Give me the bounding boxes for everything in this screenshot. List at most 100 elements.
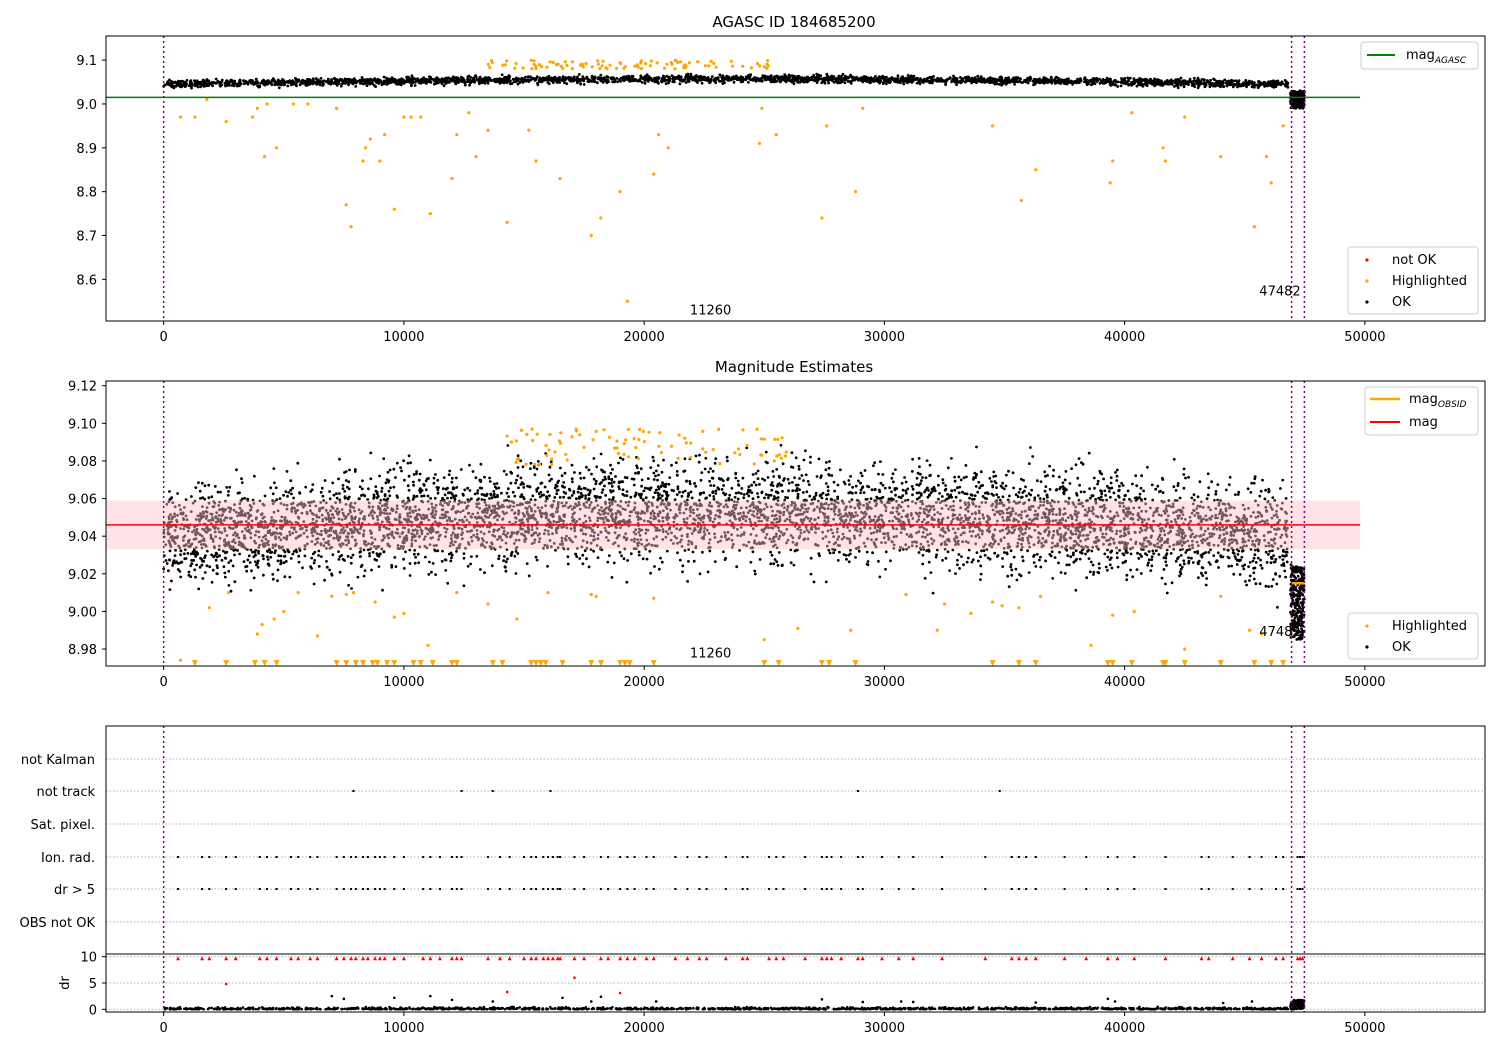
ok-point <box>220 83 224 87</box>
highlighted-point <box>589 233 593 238</box>
ok-point <box>466 564 470 568</box>
highlighted-point <box>714 65 718 69</box>
legend-label-not-ok: not OK <box>1392 253 1437 268</box>
ok-point <box>478 76 482 80</box>
ok-point <box>685 73 688 77</box>
ok-point <box>1119 80 1123 84</box>
highlighted-point <box>1281 124 1285 128</box>
ok-point <box>287 491 291 494</box>
ok-point <box>696 79 699 83</box>
ok-point <box>584 497 587 500</box>
ok-point <box>1067 563 1071 567</box>
ok-point <box>303 554 307 558</box>
ok-point <box>581 562 585 566</box>
ok-point <box>769 562 773 566</box>
ok-point <box>524 78 527 82</box>
ok-point <box>1243 82 1247 86</box>
ok-point <box>582 83 586 86</box>
highlighted-point <box>486 128 490 132</box>
ok-point <box>1085 83 1089 86</box>
ok-point <box>1089 83 1093 87</box>
ok-point <box>526 75 530 79</box>
ok-point <box>289 81 292 85</box>
highlighted-point <box>455 133 459 137</box>
ok-point <box>389 80 393 84</box>
highlighted-point <box>561 66 565 70</box>
ok-point <box>956 79 959 83</box>
ok-point <box>233 82 237 85</box>
ok-point <box>1102 477 1105 481</box>
ok-point <box>961 490 964 494</box>
ok-point <box>992 77 996 81</box>
ok-point <box>296 461 300 465</box>
ok-point <box>1301 93 1305 97</box>
ok-point <box>750 483 753 487</box>
ok-point <box>1276 80 1280 84</box>
ok-point <box>249 79 253 83</box>
ok-point <box>497 79 501 83</box>
ok-point <box>830 74 834 78</box>
highlighted-point <box>532 59 536 63</box>
ok-point <box>1017 491 1021 494</box>
ok-point <box>643 78 647 82</box>
ok-point <box>1176 78 1180 81</box>
ok-point <box>865 550 869 554</box>
ok-point <box>1149 80 1153 84</box>
ok-point <box>765 78 768 82</box>
ok-point <box>784 76 788 80</box>
ok-point <box>270 82 273 86</box>
ok-point <box>316 80 320 83</box>
ok-point <box>689 490 693 494</box>
ok-point <box>599 76 603 80</box>
ok-point <box>1223 78 1227 82</box>
highlighted-point <box>530 67 534 71</box>
ok-point <box>246 82 250 86</box>
highlighted-point <box>599 216 603 220</box>
ok-point <box>201 78 205 82</box>
ok-point <box>347 83 350 87</box>
ok-point <box>331 481 335 485</box>
ok-point <box>227 561 231 564</box>
ok-point <box>896 77 900 80</box>
ok-point <box>1261 478 1264 482</box>
ok-point <box>992 470 996 474</box>
ok-point <box>1018 487 1022 491</box>
ok-point <box>337 477 340 481</box>
ok-point <box>365 84 369 87</box>
highlighted-point <box>514 62 518 66</box>
ok-point <box>402 557 405 561</box>
ok-point <box>815 75 819 79</box>
ok-point <box>1248 579 1251 582</box>
ok-point <box>319 555 323 558</box>
ok-point <box>643 81 647 85</box>
ok-point <box>900 481 904 485</box>
ok-point <box>1269 80 1272 84</box>
ok-point <box>204 84 208 88</box>
ok-point <box>427 573 431 576</box>
ok-point <box>616 80 620 84</box>
ok-point <box>536 81 539 85</box>
ok-point <box>352 79 355 83</box>
ok-point <box>259 81 263 85</box>
ok-point <box>361 479 364 483</box>
ok-point <box>377 565 381 568</box>
ok-point <box>1165 564 1168 567</box>
ok-point <box>1065 563 1069 567</box>
ok-point <box>1193 85 1196 88</box>
ok-point <box>751 550 755 554</box>
ok-point <box>179 553 183 557</box>
highlighted-point <box>584 62 588 66</box>
ok-point <box>994 481 998 485</box>
ok-point <box>1130 83 1134 86</box>
ok-point <box>429 497 432 500</box>
ok-point <box>875 79 879 83</box>
ok-point <box>1040 81 1043 84</box>
ok-point <box>1096 479 1100 483</box>
ok-point <box>1296 105 1300 109</box>
highlighted-point <box>683 63 687 67</box>
ok-point <box>809 461 812 464</box>
ok-point <box>1102 81 1106 85</box>
highlighted-point <box>703 64 707 68</box>
ok-point <box>912 74 916 78</box>
highlighted-point <box>649 59 654 63</box>
